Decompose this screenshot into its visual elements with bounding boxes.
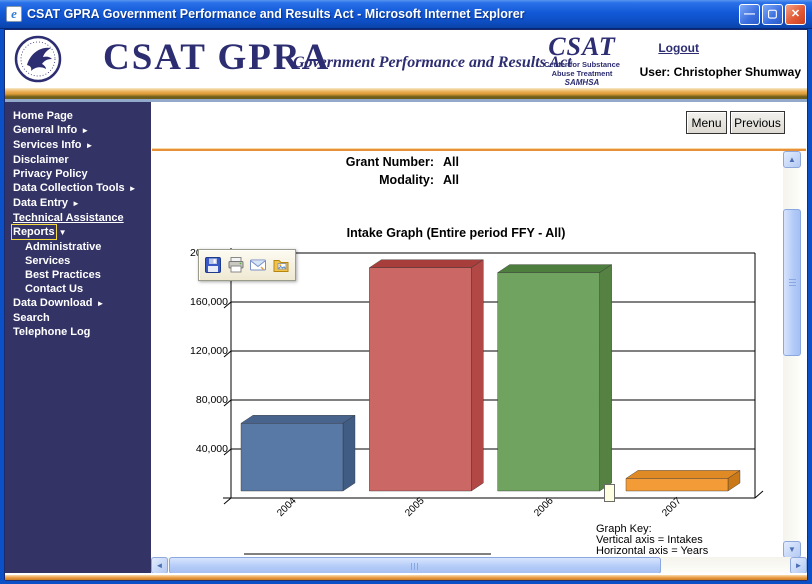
vertical-scrollbar-thumb[interactable] <box>783 209 801 356</box>
mail-icon[interactable] <box>249 255 268 275</box>
title-bar[interactable]: e CSAT GPRA Government Performance and R… <box>0 0 812 29</box>
graph-key-title: Graph Key: <box>596 523 652 535</box>
sidebar-item-label: Home Page <box>13 110 73 122</box>
ie-image-toolbar <box>198 249 296 281</box>
sidebar-item-contact-us[interactable]: Contact Us <box>13 282 151 296</box>
sidebar-item-label: Privacy Policy <box>13 168 88 180</box>
app-header: CSAT GPRA Government Performance and Res… <box>5 30 807 88</box>
sidebar-item-label: Search <box>13 312 50 324</box>
sidebar-item-services[interactable]: Services <box>13 254 151 268</box>
horizontal-scrollbar-thumb[interactable] <box>169 557 661 573</box>
print-icon[interactable] <box>227 255 246 275</box>
sidebar-item-data-collection-tools[interactable]: Data Collection Tools ► <box>13 181 151 196</box>
hhs-eagle-logo <box>14 35 62 83</box>
embedded-object-handle <box>604 484 615 502</box>
sidebar-item-label: Technical Assistance <box>13 212 124 224</box>
csat-logo: CSAT Center for Substance Abuse Treatmen… <box>541 34 623 88</box>
chevron-right-icon: ► <box>81 126 90 135</box>
logout-link[interactable]: Logout <box>658 41 699 55</box>
sidebar-item-home-page[interactable]: Home Page <box>13 109 151 123</box>
save-icon[interactable] <box>204 255 223 275</box>
sidebar-item-label: Reports <box>11 224 57 240</box>
chevron-down-icon: ▼ <box>58 228 67 237</box>
graph-key: Graph Key: Vertical axis = Intakes Horiz… <box>596 524 708 557</box>
vertical-scrollbar[interactable]: ▲ ▼ <box>783 151 801 558</box>
sidebar-item-privacy-policy[interactable]: Privacy Policy <box>13 167 151 181</box>
horizontal-scrollbar[interactable]: ◄ ► <box>151 557 807 573</box>
samhsa-label: SAMHSA <box>564 78 600 87</box>
grant-number-value: All <box>443 155 459 169</box>
sidebar-item-disclaimer[interactable]: Disclaimer <box>13 153 151 167</box>
maximize-button[interactable]: ▢ <box>762 3 783 25</box>
scroll-left-icon[interactable]: ◄ <box>151 557 168 573</box>
graph-key-vertical: Vertical axis = Intakes <box>596 534 703 546</box>
sidebar-item-label: General Info <box>13 124 78 136</box>
browser-client-area: CSAT GPRA Government Performance and Res… <box>4 29 808 581</box>
scroll-right-icon[interactable]: ► <box>790 557 807 573</box>
y-tick-label: 80,000 <box>195 394 228 406</box>
sidebar-item-telephone-log[interactable]: Telephone Log <box>13 325 151 339</box>
modality-value: All <box>443 173 459 187</box>
sidebar-item-reports[interactable]: Reports ▼ <box>11 224 151 240</box>
grant-number-label: Grant Number: <box>345 155 434 169</box>
sidebar-item-label: Data Download <box>13 297 93 309</box>
chevron-right-icon: ► <box>96 299 105 308</box>
chevron-right-icon: ► <box>85 141 94 150</box>
window-title: CSAT GPRA Government Performance and Res… <box>27 7 525 21</box>
report-filters: Grant Number: All Modality: All <box>234 153 459 189</box>
csat-logo-line1: Center for Substance <box>544 60 620 69</box>
menu-button[interactable]: Menu <box>686 111 727 134</box>
brand-tagline: Government Performance and Results Act <box>293 54 572 71</box>
sidebar-item-services-info[interactable]: Services Info ► <box>13 138 151 153</box>
sidebar-item-label: Services Info <box>13 139 82 151</box>
gold-divider-bar <box>5 88 807 102</box>
y-tick-label: 40,000 <box>195 443 228 455</box>
chart-title: Intake Graph (Entire period FFY - All) <box>346 226 566 240</box>
minimize-button[interactable]: — <box>739 3 760 25</box>
scroll-up-icon[interactable]: ▲ <box>783 151 801 168</box>
sidebar-item-data-download[interactable]: Data Download ► <box>13 296 151 311</box>
sidebar-item-label: Disclaimer <box>13 154 69 166</box>
csat-logo-line2: Abuse Treatment <box>551 69 613 78</box>
logged-in-user: User: Christopher Shumway <box>639 65 801 79</box>
sidebar-item-data-entry[interactable]: Data Entry ► <box>13 196 151 211</box>
chevron-right-icon: ► <box>128 184 137 193</box>
sidebar-item-administrative[interactable]: Administrative <box>13 240 151 254</box>
sidebar-item-label: Services <box>25 255 71 267</box>
sidebar-item-label: Data Collection Tools <box>13 182 125 194</box>
y-tick-label: 120,000 <box>190 345 228 357</box>
orange-divider <box>152 148 806 151</box>
scroll-down-icon[interactable]: ▼ <box>783 541 801 558</box>
sidebar-item-label: Contact Us <box>25 283 84 295</box>
sidebar-item-label: Data Entry <box>13 197 69 209</box>
close-button[interactable]: ✕ <box>785 3 806 25</box>
previous-button[interactable]: Previous <box>730 111 785 134</box>
sidebar-item-search[interactable]: Search <box>13 311 151 325</box>
bottom-gold-bar <box>5 573 807 581</box>
internet-explorer-icon: e <box>6 6 22 22</box>
sidebar-item-label: Telephone Log <box>13 326 91 338</box>
report-scroll-region: Grant Number: All Modality: All Intake G… <box>151 152 785 557</box>
y-tick-label: 160,000 <box>190 296 228 308</box>
sidebar-item-label: Administrative <box>25 241 102 253</box>
intake-bar-chart <box>223 248 764 555</box>
sidebar-item-general-info[interactable]: General Info ► <box>13 123 151 138</box>
graph-key-horizontal: Horizontal axis = Years <box>596 545 709 557</box>
brand-title: CSAT GPRA <box>103 37 331 78</box>
modality-label: Modality: <box>379 173 434 187</box>
report-content: Menu Previous Grant Number: All Modality… <box>151 102 807 573</box>
pictures-icon[interactable] <box>272 255 291 275</box>
sidebar-item-best-practices[interactable]: Best Practices <box>13 268 151 282</box>
chevron-right-icon: ► <box>72 199 80 208</box>
csat-logo-acronym: CSAT <box>548 32 616 61</box>
sidebar-item-label: Best Practices <box>25 269 101 281</box>
sidebar-item-technical-assistance[interactable]: Technical Assistance <box>13 211 151 225</box>
sidebar-nav: Home Page General Info ► Services Info ► Disc… <box>5 102 151 573</box>
